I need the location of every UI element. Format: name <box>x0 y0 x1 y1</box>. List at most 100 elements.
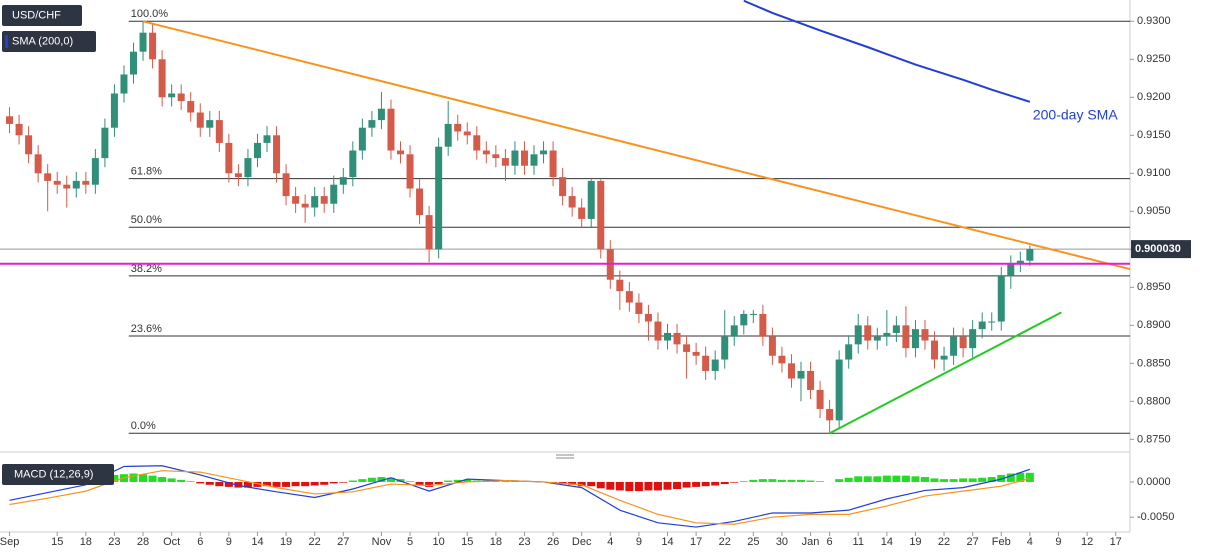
x-tick-label: 4 <box>1027 536 1033 548</box>
macd-bar <box>358 479 367 482</box>
macd-bar <box>568 481 577 485</box>
x-tick-label: 15 <box>461 536 473 548</box>
candle-body <box>120 74 128 94</box>
macd-bar <box>186 481 195 482</box>
candle-body <box>435 146 443 250</box>
y-tick-label: 0.8850 <box>1137 357 1171 369</box>
macd-bar <box>863 476 872 482</box>
candle-body <box>168 93 176 98</box>
legend-label: USD/CHF <box>12 9 61 21</box>
candle-body <box>892 325 900 333</box>
candle-body <box>749 313 757 315</box>
candle-body <box>950 336 958 356</box>
x-tick-label: 6 <box>827 536 833 548</box>
candle-body <box>377 108 385 121</box>
macd-bar <box>777 479 786 482</box>
candle-body <box>406 154 414 189</box>
macd-bar <box>167 478 176 482</box>
macd-bar <box>920 477 929 482</box>
x-tick-label: 27 <box>337 536 349 548</box>
candle-body <box>625 291 633 303</box>
x-tick-label: 25 <box>747 536 759 548</box>
candle-body <box>988 321 996 323</box>
macd-bar <box>615 481 624 491</box>
resize-handle <box>556 454 574 459</box>
y-tick-label: 0.9250 <box>1137 53 1171 65</box>
candle-body <box>654 321 662 341</box>
candle-body <box>969 329 977 349</box>
candle-body <box>53 180 61 185</box>
candle-body <box>44 173 52 181</box>
candle-body <box>63 184 71 189</box>
macd-bar <box>425 481 434 487</box>
macd-bar <box>310 481 319 486</box>
macd-bar <box>386 477 395 482</box>
candle-body <box>206 120 214 128</box>
macd-bar <box>177 479 186 482</box>
candle-body <box>1007 264 1015 276</box>
macd-bar <box>129 473 138 482</box>
macd-bar <box>282 481 291 487</box>
y-tick-label: 0.8950 <box>1137 281 1171 293</box>
macd-bar <box>739 481 748 482</box>
x-tick-label: 22 <box>938 536 950 548</box>
candle-body <box>578 207 586 219</box>
macd-y-tick-label: -0.0050 <box>1137 511 1174 523</box>
candle-body <box>883 332 891 337</box>
candle-body <box>940 355 948 360</box>
macd-bar <box>453 479 462 482</box>
candle-body <box>273 135 281 174</box>
candle-body <box>683 344 691 352</box>
x-tick-label: 12 <box>1081 536 1093 548</box>
x-tick-label: 23 <box>108 536 120 548</box>
macd-bar <box>196 481 205 484</box>
macd-bar <box>711 481 720 486</box>
x-tick-label: 11 <box>853 536 864 548</box>
macd-bar <box>139 474 148 482</box>
fib-label: 61.8% <box>131 166 162 178</box>
candle-body <box>740 313 748 326</box>
candle-body <box>768 336 776 356</box>
macd-bar <box>787 479 796 482</box>
macd-bar <box>367 477 376 482</box>
candle-body <box>854 325 862 345</box>
candle-body <box>139 32 147 52</box>
macd-bar <box>692 481 701 487</box>
macd-bar <box>348 480 357 482</box>
candle-body <box>959 336 967 349</box>
macd-bar <box>758 479 767 482</box>
macd-bar <box>625 481 634 492</box>
y-tick-label: 0.9150 <box>1137 129 1171 141</box>
x-tick-label: 10 <box>433 536 445 548</box>
candle-body <box>864 325 872 341</box>
candle-body <box>130 51 138 75</box>
macd-bar <box>301 481 310 487</box>
macd-bar <box>940 479 949 482</box>
x-tick-label: 27 <box>967 536 979 548</box>
y-tick-label: 0.9050 <box>1137 205 1171 217</box>
macd-bar <box>263 481 272 487</box>
x-tick-label: 19 <box>909 536 921 548</box>
candle-body <box>311 196 319 208</box>
candle-body <box>759 313 767 337</box>
macd-legend-box <box>2 464 114 485</box>
candle-body <box>845 344 853 360</box>
trend-line <box>829 311 1062 435</box>
macd-bar <box>577 481 586 487</box>
macd-bar <box>816 481 825 482</box>
candle-body <box>730 325 738 337</box>
macd-bar <box>806 480 815 482</box>
candle-body <box>721 336 729 360</box>
y-tick-label: 0.8750 <box>1137 433 1171 445</box>
x-tick-label: 22 <box>719 536 731 548</box>
candle-body <box>997 275 1005 322</box>
candle-body <box>616 279 624 292</box>
candle-body <box>425 215 433 250</box>
candle-body <box>387 108 395 151</box>
candle-body <box>454 123 462 132</box>
macd-bar <box>959 478 968 482</box>
price-tag <box>1131 240 1191 259</box>
candle-body <box>25 135 33 155</box>
x-tick-label: 23 <box>518 536 530 548</box>
